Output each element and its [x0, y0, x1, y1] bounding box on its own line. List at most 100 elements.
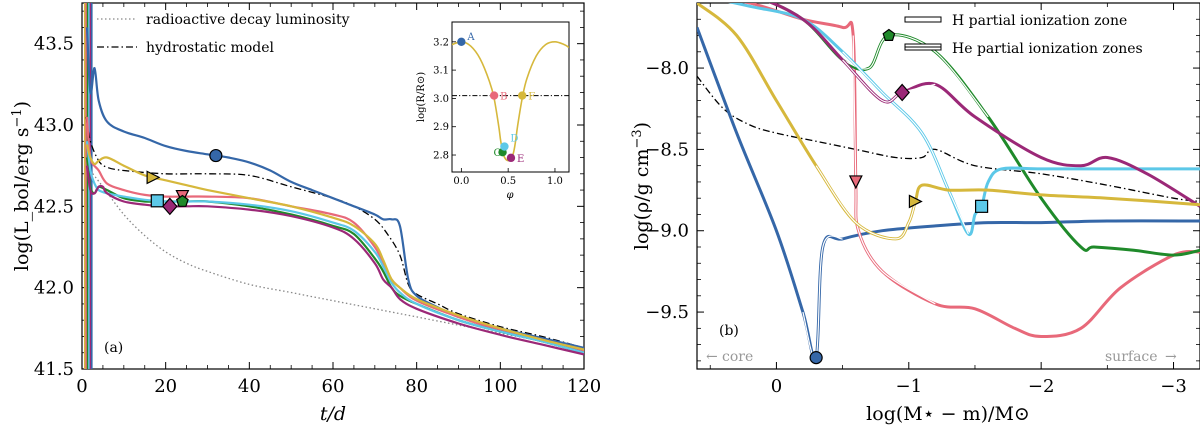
- panel-b-label: (b): [719, 323, 739, 339]
- a-series-B: [85, 116, 584, 353]
- inset-y-tick-label: 3.1: [433, 66, 449, 77]
- inset-ylabel: log(R/R⊙): [416, 72, 427, 122]
- a-series-B-early-band: [85, 3, 87, 369]
- panel-b-series: [697, 3, 1200, 362]
- panel-b-annotations: ← core surface →: [706, 349, 1177, 365]
- b-y-tick-label: −8.0: [645, 58, 689, 79]
- panel-a-series: [84, 3, 584, 369]
- a-series-C-early-band: [86, 3, 89, 369]
- inset-content: 0.0 0.5 1.0 2.8 2.9 3.0 3.1 3.2 φ log(R/R⊙) A B CDE F: [416, 32, 569, 201]
- a-x-tick-label: 20: [154, 376, 177, 397]
- inset-point-label-F: F: [528, 92, 535, 103]
- b-ylabel-rest: ): [631, 122, 653, 129]
- panel-b-ylabel: log(ρ/g cm−3): [630, 122, 653, 250]
- b-x-tick-label: −3: [1160, 376, 1187, 397]
- panel-b-ticks: 0 −1 −2 −3 −8.0 −8.5 −9.0 −9.5: [645, 3, 1200, 397]
- a-series-F-early-band: [84, 3, 86, 369]
- a-y-tick-label: 43.0: [34, 115, 74, 136]
- b-marker-A: [809, 351, 823, 365]
- inset-point-label-B: B: [500, 92, 507, 103]
- b-x-tick-label: 0: [771, 376, 782, 397]
- b-y-tick-label: −8.5: [645, 139, 689, 160]
- a-x-tick-label: 80: [405, 376, 428, 397]
- a-series-F: [85, 144, 584, 351]
- a-series-A: [85, 27, 584, 349]
- inset-point-E: [506, 153, 516, 163]
- a-y-tick-label: 41.5: [34, 359, 74, 380]
- panel-a-markers: [146, 148, 223, 216]
- panel-a-legend: radioactive decay luminosity hydrostatic…: [97, 12, 350, 56]
- legend-h-zone-label: H partial ionization zone: [952, 13, 1127, 29]
- inset-y-tick-label: 2.9: [433, 122, 449, 133]
- panel-a-xlabel: t/d: [320, 403, 346, 425]
- a-x-tick-label: 120: [567, 376, 601, 397]
- a-y-tick-label: 42.5: [34, 196, 74, 217]
- inset-point-label-A: A: [466, 32, 475, 43]
- inset-y-tick-label: 3.0: [433, 94, 449, 105]
- b-series-F: [697, 3, 1200, 241]
- b-series-A-ionization-zone: [802, 235, 843, 360]
- panel-b-frame: [696, 2, 1200, 370]
- panel-b-legend: H partial ionization zone He partial ion…: [904, 13, 1143, 57]
- b-marker-B: [848, 175, 863, 190]
- a-marker-C: [175, 194, 189, 207]
- b-marker-E: [894, 83, 910, 102]
- panel-a-label: (a): [104, 340, 123, 356]
- a-marker-F: [146, 170, 161, 185]
- panel-a-ylabel: log(L_bol/erg s−1): [10, 101, 33, 271]
- core-arrow: ←: [706, 349, 718, 365]
- inset-point-A: [457, 37, 466, 47]
- b-x-tick-label: −1: [896, 376, 923, 397]
- b-series-E-ionization-zone: [842, 59, 936, 103]
- b-marker-D: [974, 199, 989, 213]
- inset-x-tick-label: 0.5: [500, 176, 516, 187]
- b-series-A: [697, 26, 1200, 362]
- inset-y-tick-label: 3.2: [433, 37, 449, 48]
- a-ylabel-rest: ): [11, 101, 33, 108]
- a-x-tick-label: 40: [238, 376, 261, 397]
- b-marker-C: [882, 28, 896, 42]
- inset-point-label-C: C: [494, 148, 502, 159]
- panel-b-xlabel: log(M⋆ − m)/M⊙: [866, 403, 1030, 425]
- surface-arrow: →: [1165, 349, 1177, 365]
- legend-h-zone-swatch: [904, 16, 942, 23]
- a-y-tick-label: 43.5: [34, 34, 74, 55]
- b-series-D-ionization-zone: [842, 51, 969, 235]
- legend-decay-label: radioactive decay luminosity: [146, 12, 350, 28]
- b-marker-F: [908, 194, 923, 209]
- inset-x-tick-label: 0.0: [453, 176, 469, 187]
- a-y-tick-label: 42.0: [34, 278, 74, 299]
- inset-x-tick-label: 1.0: [547, 176, 563, 187]
- panel-a-ticks: 0 20 40 60 80 100 120 41.5 42.0 42.5 43.0 43.5: [34, 3, 601, 397]
- b-y-tick-label: −9.5: [645, 302, 689, 323]
- legend-hydrostatic-label: hydrostatic model: [146, 40, 275, 56]
- b-series-hydrostatic-model: [697, 75, 1200, 203]
- a-marker-A: [209, 148, 223, 163]
- a-x-tick-label: 100: [483, 376, 517, 397]
- a-series-E: [85, 165, 584, 356]
- a-ylabel-exponent: −1: [10, 108, 25, 127]
- inset-y-tick-label: 2.8: [433, 151, 449, 162]
- a-x-tick-label: 0: [76, 376, 87, 397]
- a-marker-E: [162, 197, 178, 216]
- legend-he-zone-label: He partial ionization zones: [952, 41, 1143, 57]
- inset-xlabel: φ: [506, 190, 513, 201]
- inset-point-B: [489, 91, 499, 100]
- inset-point-label-E: E: [517, 154, 524, 165]
- a-series-D: [85, 141, 584, 354]
- b-x-tick-label: −2: [1028, 376, 1055, 397]
- inset-point-label-D: D: [510, 134, 518, 145]
- b-series-D: [728, 3, 1200, 237]
- a-x-tick-label: 60: [322, 376, 345, 397]
- b-ylabel-exponent: −3: [630, 129, 645, 148]
- a-series-A-early-band: [91, 3, 93, 369]
- surface-annotation: surface: [1105, 349, 1158, 365]
- b-series-E: [768, 3, 1200, 208]
- b-series-F-ionization-zone: [815, 165, 916, 240]
- b-y-tick-label: −9.0: [645, 221, 689, 242]
- a-marker-D: [150, 194, 164, 208]
- inset-point-F: [518, 91, 527, 100]
- core-annotation: core: [722, 349, 753, 365]
- inset-point-D: [500, 142, 509, 151]
